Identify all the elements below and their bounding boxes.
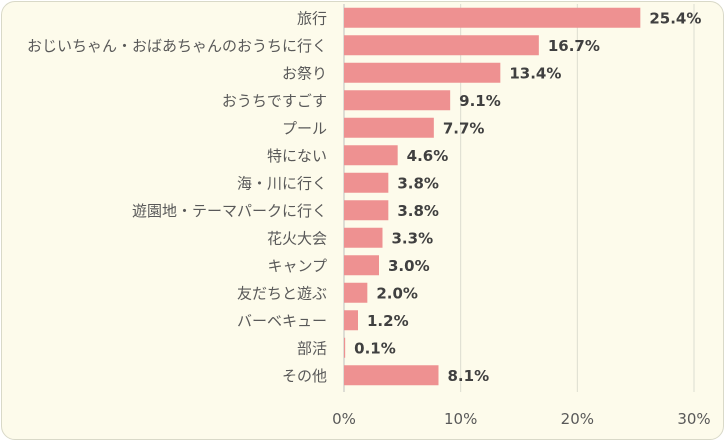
value-label: 3.8%	[397, 202, 439, 220]
bar	[344, 7, 641, 28]
category-label: その他	[282, 367, 327, 385]
category-labels: 旅行おじいちゃん・おばあちゃんのおうちに行くお祭りおうちですごすプール特にない海…	[27, 9, 327, 385]
category-label: 友だちと遊ぶ	[237, 284, 327, 302]
value-label: 7.7%	[443, 119, 485, 137]
bar	[344, 200, 389, 221]
category-label: 花火大会	[267, 229, 327, 247]
gridlines	[343, 4, 695, 392]
category-label: 遊園地・テーマパークに行く	[132, 202, 327, 220]
value-label: 3.0%	[388, 257, 430, 275]
category-label: おうちですごす	[222, 92, 327, 110]
bar	[344, 62, 501, 83]
bar	[344, 90, 451, 111]
category-label: 特にない	[267, 147, 327, 165]
x-tick-label: 30%	[677, 410, 710, 428]
bar	[344, 365, 439, 386]
value-labels: 25.4% 16.7% 13.4% 9.1% 7.7% 4.6% 3.8% 3.8% 3.3% 3…	[354, 9, 701, 385]
value-label: 9.1%	[459, 92, 501, 110]
bar	[344, 337, 346, 358]
x-tick-label: 20%	[561, 410, 594, 428]
bars	[344, 7, 641, 386]
value-label: 2.0%	[376, 284, 418, 302]
category-label: お祭り	[282, 64, 327, 82]
value-label: 3.8%	[397, 174, 439, 192]
bar	[344, 35, 539, 56]
bar	[344, 117, 434, 138]
value-label: 4.6%	[407, 147, 449, 165]
x-tick-label: 10%	[444, 410, 477, 428]
value-label: 25.4%	[649, 9, 701, 27]
category-label: プール	[282, 119, 327, 137]
value-label: 13.4%	[509, 64, 561, 82]
bar	[344, 255, 379, 276]
category-label: 海・川に行く	[237, 174, 327, 192]
value-label: 16.7%	[548, 37, 600, 55]
category-label: 部活	[297, 339, 327, 357]
bar	[344, 227, 383, 248]
x-axis-tick-labels: 0% 10% 20% 30%	[332, 410, 711, 428]
value-label: 3.3%	[392, 229, 434, 247]
bar	[344, 145, 398, 166]
value-label: 0.1%	[354, 339, 396, 357]
bar	[344, 282, 368, 303]
value-label: 1.2%	[367, 312, 409, 330]
bar	[344, 172, 389, 193]
category-label: キャンプ	[267, 257, 327, 275]
x-tick-label: 0%	[332, 410, 356, 428]
category-label: おじいちゃん・おばあちゃんのおうちに行く	[27, 37, 327, 55]
category-label: バーベキュー	[237, 312, 327, 330]
value-label: 8.1%	[448, 367, 490, 385]
category-label: 旅行	[297, 9, 327, 27]
bar	[344, 310, 358, 331]
